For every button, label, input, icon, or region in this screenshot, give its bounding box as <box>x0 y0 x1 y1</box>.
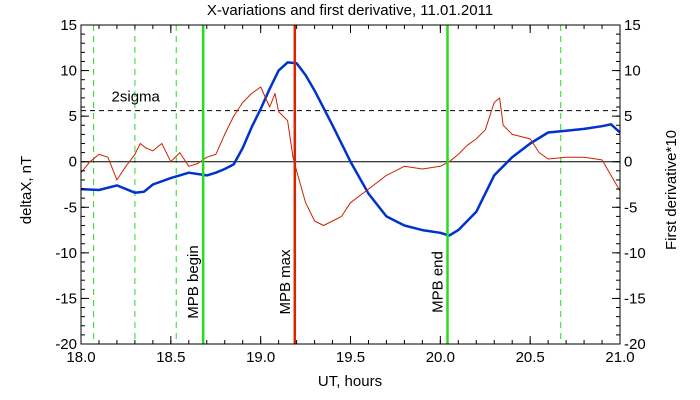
y-tick-label-left-7: 15 <box>60 17 77 34</box>
y-tick-label-left-1: -15 <box>55 290 77 307</box>
series-line-0 <box>80 61 621 237</box>
y-tick-label-right-4: 0 <box>624 154 632 171</box>
marker-label-2: MPB end <box>430 251 447 313</box>
y-tick-label-left-2: -10 <box>55 245 77 262</box>
y-tick-label-left-6: 10 <box>60 63 77 80</box>
x-tick-label-4: 20.0 <box>426 349 455 366</box>
y-tick-label-left-4: 0 <box>69 154 77 171</box>
plot-frame <box>80 24 621 345</box>
y-tick-label-left-3: -5 <box>64 199 77 216</box>
marker-label-0: MPB begin <box>185 245 202 318</box>
x-tick-label-2: 19.0 <box>246 349 275 366</box>
plot-area: 2sigma MPB begin MPB max MPB end 18.0 18.5 19.… <box>55 17 645 366</box>
two-sigma-label: 2sigma <box>112 89 161 106</box>
y-tick-label-right-6: 10 <box>624 63 641 80</box>
y-tick-label-right-3: -5 <box>624 199 637 216</box>
y-tick-label-left-0: -20 <box>55 336 77 353</box>
x-tick-label-5: 20.5 <box>516 349 545 366</box>
x-tick-label-0: 18.0 <box>66 349 95 366</box>
x-tick-label-6: 21.0 <box>605 349 634 366</box>
x-tick-label-1: 18.5 <box>156 349 185 366</box>
y-tick-label-right-2: -10 <box>624 245 646 262</box>
y-tick-label-right-7: 15 <box>624 17 641 34</box>
x-axis-label: UT, hours <box>318 373 382 390</box>
x-tick-label-3: 19.5 <box>336 349 365 366</box>
y-tick-label-left-5: 5 <box>69 108 77 125</box>
y-tick-label-right-0: -20 <box>624 336 646 353</box>
chart-title: X-variations and first derivative, 11.01… <box>207 2 493 19</box>
y-axis-right-label: First derivative*10 <box>663 130 680 250</box>
y-tick-label-right-1: -15 <box>624 290 646 307</box>
marker-label-1: MPB max <box>277 249 294 315</box>
y-tick-label-right-5: 5 <box>624 108 632 125</box>
series-line-1 <box>80 86 621 226</box>
y-axis-left-label: deltaX, nT <box>18 156 35 224</box>
